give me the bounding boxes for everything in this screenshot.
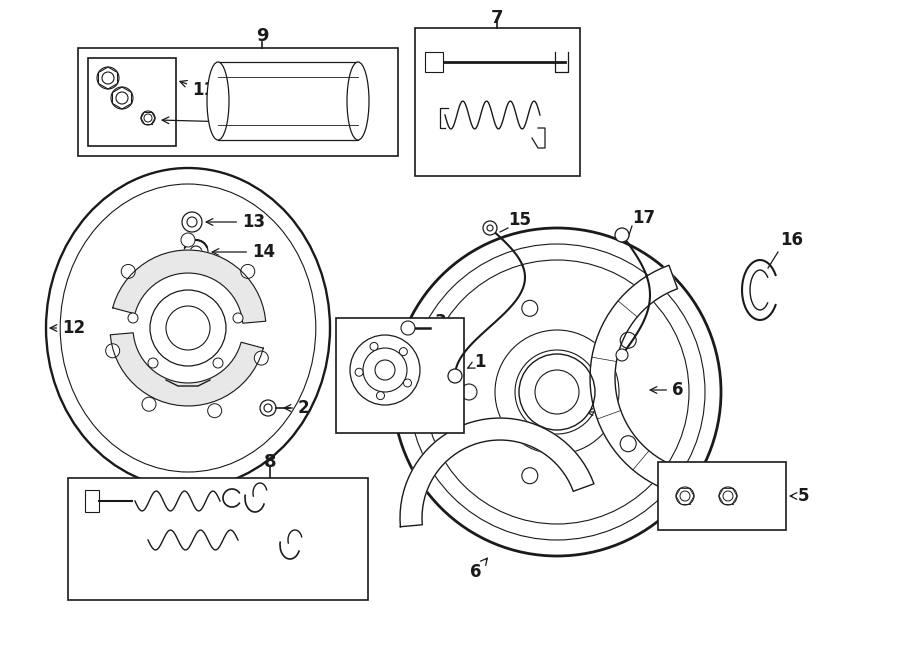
Circle shape bbox=[448, 369, 462, 383]
Circle shape bbox=[483, 221, 497, 235]
Circle shape bbox=[519, 354, 595, 430]
Text: 4: 4 bbox=[586, 403, 616, 421]
Circle shape bbox=[105, 344, 120, 358]
Circle shape bbox=[181, 233, 195, 247]
Bar bbox=[415, 28, 580, 176]
Text: 8: 8 bbox=[264, 453, 276, 471]
Circle shape bbox=[233, 313, 243, 323]
Circle shape bbox=[350, 335, 420, 405]
Circle shape bbox=[403, 379, 411, 387]
Bar bbox=[78, 48, 398, 156]
Text: 6: 6 bbox=[470, 558, 487, 581]
Bar bbox=[88, 58, 176, 146]
Circle shape bbox=[719, 487, 737, 505]
Text: 11: 11 bbox=[180, 81, 215, 99]
Circle shape bbox=[213, 358, 223, 368]
Circle shape bbox=[676, 487, 694, 505]
Circle shape bbox=[370, 342, 378, 350]
Circle shape bbox=[128, 313, 138, 323]
Bar bbox=[658, 462, 786, 530]
Text: 3: 3 bbox=[418, 313, 446, 333]
Circle shape bbox=[393, 228, 721, 556]
Circle shape bbox=[111, 87, 133, 109]
Polygon shape bbox=[590, 265, 694, 496]
Polygon shape bbox=[112, 250, 266, 323]
Text: 16: 16 bbox=[780, 231, 803, 249]
Text: 12: 12 bbox=[50, 319, 86, 337]
Circle shape bbox=[142, 397, 156, 411]
Text: 17: 17 bbox=[632, 209, 655, 227]
Text: 9: 9 bbox=[256, 27, 268, 45]
Circle shape bbox=[401, 321, 415, 335]
Polygon shape bbox=[400, 418, 594, 527]
Text: 14: 14 bbox=[212, 243, 275, 261]
Bar bbox=[336, 318, 464, 433]
Circle shape bbox=[461, 384, 477, 400]
Circle shape bbox=[148, 358, 158, 368]
Circle shape bbox=[400, 348, 408, 356]
Ellipse shape bbox=[347, 62, 369, 140]
Ellipse shape bbox=[46, 168, 330, 488]
Text: 2: 2 bbox=[284, 399, 310, 417]
Circle shape bbox=[522, 468, 538, 484]
Circle shape bbox=[122, 264, 135, 278]
Circle shape bbox=[182, 212, 202, 232]
Circle shape bbox=[97, 67, 119, 89]
Text: 5: 5 bbox=[790, 487, 809, 505]
Circle shape bbox=[260, 400, 276, 416]
Circle shape bbox=[141, 111, 155, 125]
Circle shape bbox=[241, 264, 255, 278]
Circle shape bbox=[255, 351, 268, 365]
Circle shape bbox=[150, 290, 226, 366]
Circle shape bbox=[356, 368, 363, 376]
Circle shape bbox=[522, 300, 538, 317]
Circle shape bbox=[376, 391, 384, 400]
Circle shape bbox=[620, 436, 636, 451]
Circle shape bbox=[620, 332, 636, 348]
Circle shape bbox=[616, 349, 628, 361]
Circle shape bbox=[208, 404, 221, 418]
Text: 6: 6 bbox=[650, 381, 683, 399]
Polygon shape bbox=[111, 332, 264, 406]
Text: 15: 15 bbox=[508, 211, 531, 229]
Bar bbox=[85, 490, 99, 512]
Ellipse shape bbox=[207, 62, 229, 140]
Text: 1: 1 bbox=[468, 353, 485, 371]
Text: 10: 10 bbox=[162, 113, 245, 131]
Circle shape bbox=[184, 240, 208, 264]
Text: 13: 13 bbox=[206, 213, 266, 231]
Bar bbox=[218, 62, 358, 140]
Text: 7: 7 bbox=[491, 9, 503, 27]
Bar bbox=[425, 52, 443, 72]
Circle shape bbox=[427, 54, 443, 70]
Circle shape bbox=[615, 228, 629, 242]
Bar bbox=[68, 478, 368, 600]
